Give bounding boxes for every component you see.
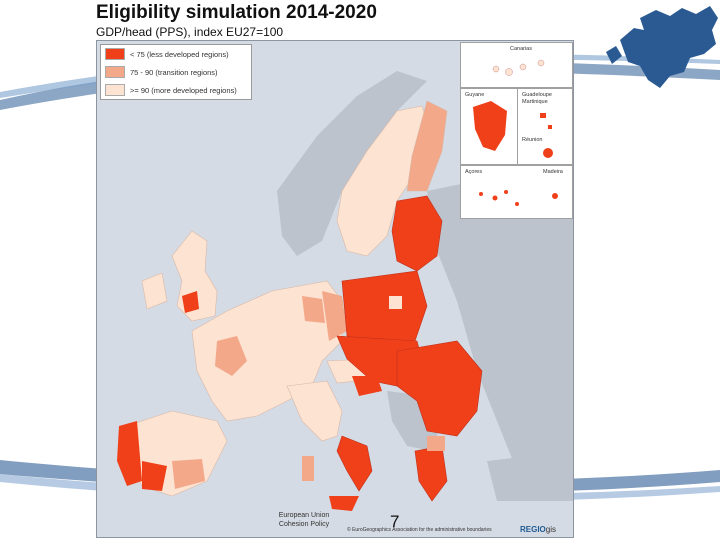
footer-line-cohesion-policy: Cohesion Policy bbox=[278, 521, 330, 528]
legend-swatch-transition bbox=[105, 66, 125, 78]
sardinia-transition bbox=[302, 456, 314, 481]
guyane-map bbox=[473, 101, 507, 151]
lower-germany-transition bbox=[302, 296, 325, 323]
regiogis-logo-suffix: gis bbox=[545, 525, 557, 534]
atlantic-islands bbox=[479, 190, 558, 206]
inset-guyane: Guyane bbox=[460, 88, 518, 165]
slovenia-croatia-less-developed bbox=[352, 376, 382, 396]
regiogis-logo-main: REGIO bbox=[520, 525, 546, 534]
france-transition-patches bbox=[215, 336, 247, 376]
warsaw-more-developed bbox=[389, 296, 402, 309]
portugal-less-developed bbox=[117, 421, 142, 486]
inset-label-martinique: Martinique bbox=[522, 99, 548, 105]
page-number: 7 bbox=[390, 512, 400, 531]
greece-less-developed bbox=[414, 445, 448, 502]
norway-land bbox=[277, 71, 427, 256]
inset-label-guadeloupe: Guadeloupe bbox=[522, 92, 552, 98]
footer-line-european-union: European Union bbox=[278, 512, 330, 519]
non-eu-land-east bbox=[427, 161, 573, 471]
italy-north-more-developed bbox=[286, 380, 343, 442]
canarias-islands bbox=[492, 59, 545, 76]
inset-acores-madeira: Açores Madeira bbox=[460, 165, 573, 219]
slide-subtitle: GDP/head (PPS), index EU27=100 bbox=[96, 25, 284, 39]
turkey-land bbox=[487, 451, 573, 501]
scandinavia-more-developed bbox=[336, 105, 433, 257]
inset-label-madeira: Madeira bbox=[543, 169, 563, 175]
slide-title: Eligibility simulation 2014-2020 bbox=[96, 2, 377, 23]
legend-swatch-more-developed bbox=[105, 84, 125, 96]
greece-transition bbox=[427, 436, 445, 451]
southern-italy-less-developed bbox=[336, 435, 373, 492]
inset-guadeloupe-martinique-reunion: Guadeloupe Martinique Réunion bbox=[517, 88, 573, 165]
spain-south-less-developed bbox=[142, 461, 167, 491]
eu-cohesion-policy-label: European Union Cohesion Policy bbox=[264, 511, 344, 529]
legend-swatch-less-developed bbox=[105, 48, 125, 60]
wales-less-developed bbox=[182, 291, 199, 313]
romania-bulgaria-less-developed bbox=[396, 340, 483, 437]
inset-label-guyane: Guyane bbox=[465, 92, 485, 98]
legend-label-transition: 75 - 90 (transition regions) bbox=[130, 67, 218, 77]
legend-item-less-developed: < 75 (less developed regions) bbox=[105, 48, 229, 60]
copyright-note: © EuroGeographics Association for the ad… bbox=[347, 527, 492, 533]
legend-label-more-developed: >= 90 (more developed regions) bbox=[130, 85, 237, 95]
poland-less-developed bbox=[341, 270, 428, 347]
finland-transition bbox=[406, 100, 448, 192]
inset-canarias: Canarias bbox=[460, 42, 573, 88]
europe-eligibility-map bbox=[96, 40, 574, 538]
legend-item-transition: 75 - 90 (transition regions) bbox=[105, 66, 218, 78]
sicily-less-developed bbox=[329, 496, 359, 511]
dom-islands bbox=[540, 113, 553, 158]
regiogis-logo: REGIOgis bbox=[520, 525, 556, 534]
ireland-more-developed bbox=[141, 272, 168, 310]
baltics-less-developed bbox=[391, 195, 443, 272]
inset-label-acores: Açores bbox=[465, 169, 483, 175]
inset-label-canarias: Canarias bbox=[509, 46, 532, 52]
map-legend: < 75 (less developed regions) 75 - 90 (t… bbox=[100, 44, 252, 100]
inset-label-reunion: Réunion bbox=[522, 137, 543, 143]
map-canvas bbox=[117, 71, 573, 511]
corner-europe-map-decoration bbox=[606, 6, 718, 88]
legend-item-more-developed: >= 90 (more developed regions) bbox=[105, 84, 237, 96]
germany-east-transition bbox=[322, 291, 347, 341]
spain-transition-patches bbox=[172, 459, 205, 489]
legend-label-less-developed: < 75 (less developed regions) bbox=[130, 49, 229, 59]
